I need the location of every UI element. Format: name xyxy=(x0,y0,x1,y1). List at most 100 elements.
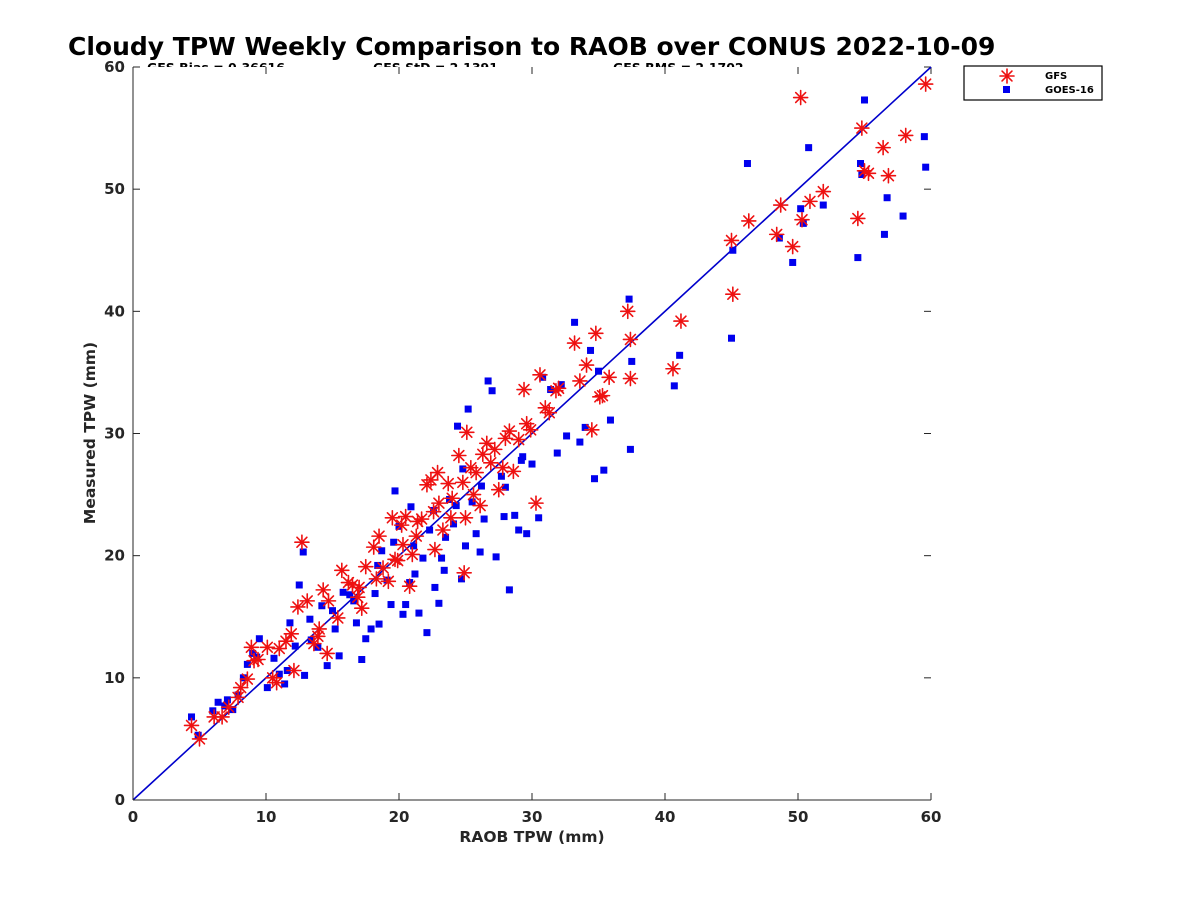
gfs-point xyxy=(232,679,249,696)
goes16-point xyxy=(492,553,500,561)
gfs-point xyxy=(397,508,414,525)
goes16-point xyxy=(378,547,386,555)
goes16-point xyxy=(729,246,737,254)
goes16-point xyxy=(249,649,257,657)
gfs-point xyxy=(850,210,866,227)
goes16-point xyxy=(628,357,636,365)
y-tick-label: 10 xyxy=(104,669,125,687)
goes16-point xyxy=(922,163,930,171)
goes16-point xyxy=(789,258,797,266)
chart-title: Cloudy TPW Weekly Comparison to RAOB ove… xyxy=(68,32,995,61)
goes16-point xyxy=(223,696,231,704)
goes16-point xyxy=(587,346,595,354)
goes16-point xyxy=(295,581,303,589)
legend-goes16-label: GOES-16 xyxy=(1045,85,1094,96)
gfs-point xyxy=(497,430,514,447)
goes16-point xyxy=(563,432,571,440)
gfs-point xyxy=(409,513,426,530)
goes16-point xyxy=(899,212,907,220)
gfs-point xyxy=(815,183,832,200)
gfs-point xyxy=(673,313,689,329)
goes16-point xyxy=(395,522,403,530)
x-tick-label: 20 xyxy=(389,808,410,826)
goes16-point xyxy=(329,607,336,615)
gfs-point xyxy=(505,463,522,480)
goes16-point xyxy=(281,680,289,688)
goes16-point xyxy=(799,219,807,227)
x-tick-label: 40 xyxy=(655,808,676,826)
gfs-point xyxy=(457,509,474,526)
gfs-point xyxy=(206,709,222,725)
goes16-point xyxy=(523,530,531,538)
goes16-point xyxy=(270,654,278,662)
goes16-point xyxy=(600,466,608,474)
gfs-point xyxy=(860,165,877,182)
goes16-point xyxy=(497,472,505,480)
goes16-point xyxy=(515,526,523,534)
gfs-point xyxy=(772,197,789,213)
gfs-point xyxy=(451,447,467,464)
gfs-point xyxy=(435,522,451,538)
goes16-point xyxy=(229,706,237,714)
goes16-point xyxy=(286,619,294,627)
gfs-point xyxy=(917,76,934,92)
goes16-point xyxy=(854,254,862,262)
gfs-point xyxy=(408,528,425,544)
gfs-point xyxy=(191,731,208,747)
gfs-point xyxy=(490,481,507,498)
goes16-point xyxy=(519,453,527,461)
goes16-point xyxy=(407,503,415,511)
y-tick-label: 60 xyxy=(104,58,125,76)
goes16-point xyxy=(450,520,458,528)
gfs-point xyxy=(478,435,495,452)
goes16-point xyxy=(452,502,460,510)
gfs-point xyxy=(299,593,316,609)
gfs-point xyxy=(572,373,588,389)
legend-goes16-marker xyxy=(1003,86,1010,93)
goes16-point xyxy=(626,445,634,453)
goes16-point xyxy=(446,495,454,503)
goes16-point xyxy=(440,566,448,574)
gfs-point xyxy=(243,639,260,656)
gfs-point xyxy=(723,232,740,249)
gfs-point xyxy=(516,381,532,398)
gfs-point xyxy=(315,582,331,598)
gfs-point xyxy=(794,211,810,228)
goes16-point xyxy=(411,570,419,578)
goes16-point xyxy=(346,591,354,599)
goes16-point xyxy=(464,405,472,413)
goes16-point xyxy=(399,610,407,618)
gfs-point xyxy=(468,464,484,481)
gfs-point xyxy=(566,335,583,351)
gfs-point xyxy=(283,626,300,642)
goes16-point xyxy=(214,698,222,706)
goes16-point xyxy=(435,599,443,607)
goes16-point xyxy=(591,475,599,483)
goes16-point xyxy=(797,205,805,213)
goes16-point xyxy=(861,96,868,104)
gfs-point xyxy=(320,593,337,609)
goes16-point xyxy=(375,620,383,628)
gfs-point xyxy=(268,674,285,691)
gfs-point xyxy=(594,387,611,404)
gfs-point xyxy=(440,475,457,492)
gfs-point xyxy=(584,422,600,438)
goes16-point xyxy=(819,201,827,209)
gfs-point xyxy=(380,573,397,590)
goes16-point xyxy=(387,601,395,609)
gfs-point xyxy=(725,286,741,303)
goes16-point xyxy=(331,625,339,633)
gfs-point xyxy=(183,717,200,734)
gfs-point xyxy=(578,357,595,373)
legend-box xyxy=(963,65,1103,101)
gfs-point xyxy=(425,503,442,520)
goes16-point xyxy=(339,588,347,596)
legend: GFS GOES-16 xyxy=(963,65,1103,101)
gfs-point xyxy=(306,635,322,652)
gfs-point xyxy=(522,422,539,438)
goes16-point xyxy=(371,590,379,598)
goes16-point xyxy=(528,460,536,468)
goes16-point xyxy=(239,674,247,682)
y-axis-label: Measured TPW (mm) xyxy=(81,342,99,524)
